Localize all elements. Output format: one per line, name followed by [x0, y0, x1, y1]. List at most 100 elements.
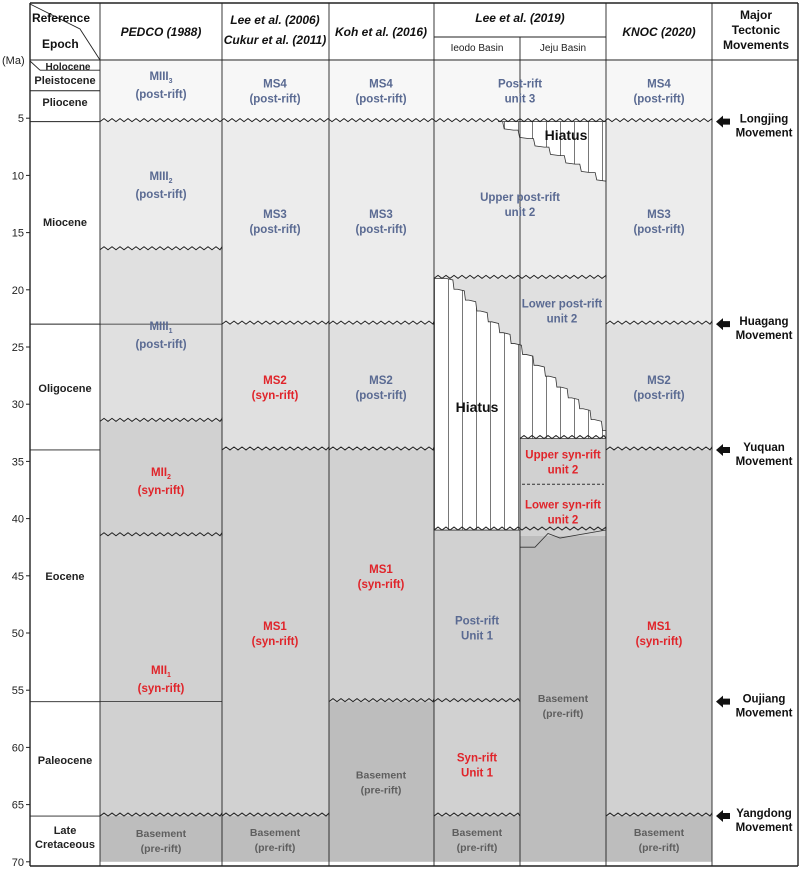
unit-label: MIII2	[149, 171, 172, 185]
unit-label: Basement	[250, 827, 301, 839]
epoch-miocene: Miocene	[43, 217, 87, 229]
age-tick-label: 15	[12, 228, 24, 240]
unit-fill	[329, 324, 434, 450]
movement-label: Movement	[736, 708, 793, 720]
epoch-oligocene: Oligocene	[38, 383, 91, 395]
age-tick-label: 40	[12, 514, 24, 526]
age-tick-label: 45	[12, 571, 24, 583]
unit-desc: (post-rift)	[135, 189, 186, 201]
unit-desc: unit 2	[548, 464, 579, 476]
col-jeju-basin: Jeju Basin	[540, 43, 586, 54]
unit-desc: Unit 1	[461, 768, 494, 780]
unit-fill	[520, 438, 606, 536]
unit-fill	[520, 61, 606, 122]
unit-label: Basement	[634, 827, 685, 839]
unit-desc: unit 3	[505, 94, 536, 106]
unit-desc: (syn-rift)	[252, 636, 299, 648]
unit-label: Post-rift	[455, 615, 499, 627]
arrow-left-icon	[716, 695, 730, 708]
unit-label: (Ma)	[2, 55, 25, 67]
col-lee2006: Lee et al. (2006)	[230, 13, 319, 27]
unit-label: MS2	[647, 375, 671, 387]
unconformity	[99, 811, 223, 817]
unconformity	[99, 531, 223, 537]
arrow-left-icon	[716, 115, 730, 128]
unit-desc: (post-rift)	[355, 224, 406, 236]
col-cukur2011: Cukur et al. (2011)	[224, 33, 326, 47]
unit-fills	[30, 3, 798, 866]
unconformity	[433, 812, 521, 817]
movement-name: Huagang	[739, 316, 788, 328]
pedco-units: MIII3 (post-rift) MIII2 (post-rift) MIII…	[135, 71, 186, 855]
unit-fill	[434, 530, 520, 817]
unconformity	[99, 117, 713, 123]
unit-label: MII1	[151, 665, 171, 679]
unit-label: MS2	[369, 375, 393, 387]
epoch-eocene: Eocene	[45, 571, 84, 583]
holocene-diagonal	[29, 60, 41, 71]
unconformity	[221, 319, 330, 325]
unit-label: MS4	[369, 79, 393, 91]
unit-desc: Unit 1	[461, 630, 494, 642]
unit-fill	[222, 816, 329, 862]
unit-label: Basement	[452, 827, 503, 839]
unit-label: MS3	[647, 209, 671, 221]
epoch-late: Late	[54, 825, 77, 837]
unit-fill	[606, 449, 712, 817]
epoch-pleistocene: Pleistocene	[34, 75, 95, 87]
unit-label: Lower syn-rift	[525, 500, 601, 512]
unit-label: Basement	[356, 770, 407, 782]
unconformity	[221, 445, 330, 451]
unconformity	[328, 320, 435, 325]
arrow-left-icon	[716, 318, 730, 331]
unconformity	[605, 811, 713, 817]
unit-desc: (pre-rift)	[457, 842, 498, 854]
hiatus-label: Hiatus	[456, 399, 499, 415]
unit-fill	[100, 816, 222, 862]
unit-desc: (post-rift)	[249, 224, 300, 236]
age-tick-label: 20	[12, 285, 24, 297]
unit-fill	[222, 121, 329, 325]
movement-label: Movement	[736, 822, 793, 834]
unit-desc: (pre-rift)	[639, 842, 680, 854]
header: Reference Epoch (Ma) PEDCO (1988) Lee et…	[2, 8, 789, 67]
unit-fill	[606, 816, 712, 862]
col-knoc2020: KNOC (2020)	[622, 25, 695, 39]
unit-desc: (pre-rift)	[361, 785, 402, 797]
basement-top	[520, 529, 607, 548]
unconformity	[328, 446, 435, 451]
unit-desc: (syn-rift)	[138, 485, 185, 497]
unit-fill	[100, 121, 222, 250]
epoch-paleocene: Paleocene	[38, 755, 92, 767]
unit-label: MS3	[263, 209, 287, 221]
col-tectonic-2: Tectonic	[732, 23, 781, 37]
unconformity	[99, 245, 223, 251]
hiatus-area	[498, 121, 607, 182]
unit-label: MS3	[369, 209, 393, 221]
age-tick-label: 10	[12, 170, 24, 182]
arrow-left-icon	[716, 443, 730, 456]
unit-label: Basement	[136, 828, 187, 840]
unit-label: MS1	[369, 564, 393, 576]
age-tick-label: 50	[12, 628, 24, 640]
hiatus-label: Hiatus	[545, 127, 588, 143]
unconformity	[605, 319, 713, 325]
unit-fill	[100, 421, 222, 817]
unit-desc: unit 2	[547, 313, 578, 325]
unit-fill	[606, 324, 712, 450]
epoch-label: Epoch	[42, 37, 79, 51]
unconformity	[433, 274, 607, 279]
unit-labels: MS4 (post-rift) MS3 (post-rift) MS2 (syn-rift…	[249, 79, 684, 854]
unit-desc: (syn-rift)	[252, 390, 299, 402]
movement-name: Yangdong	[736, 808, 792, 820]
unit-fill	[434, 816, 520, 862]
unconformity	[605, 445, 713, 451]
grid-lines	[29, 2, 799, 867]
unit-fill	[520, 535, 606, 862]
unit-fill	[329, 121, 434, 325]
unit-label: MS1	[647, 621, 671, 633]
epoch-bg	[30, 61, 100, 862]
age-tick-label: 5	[18, 113, 24, 125]
age-tick-label: 30	[12, 399, 24, 411]
